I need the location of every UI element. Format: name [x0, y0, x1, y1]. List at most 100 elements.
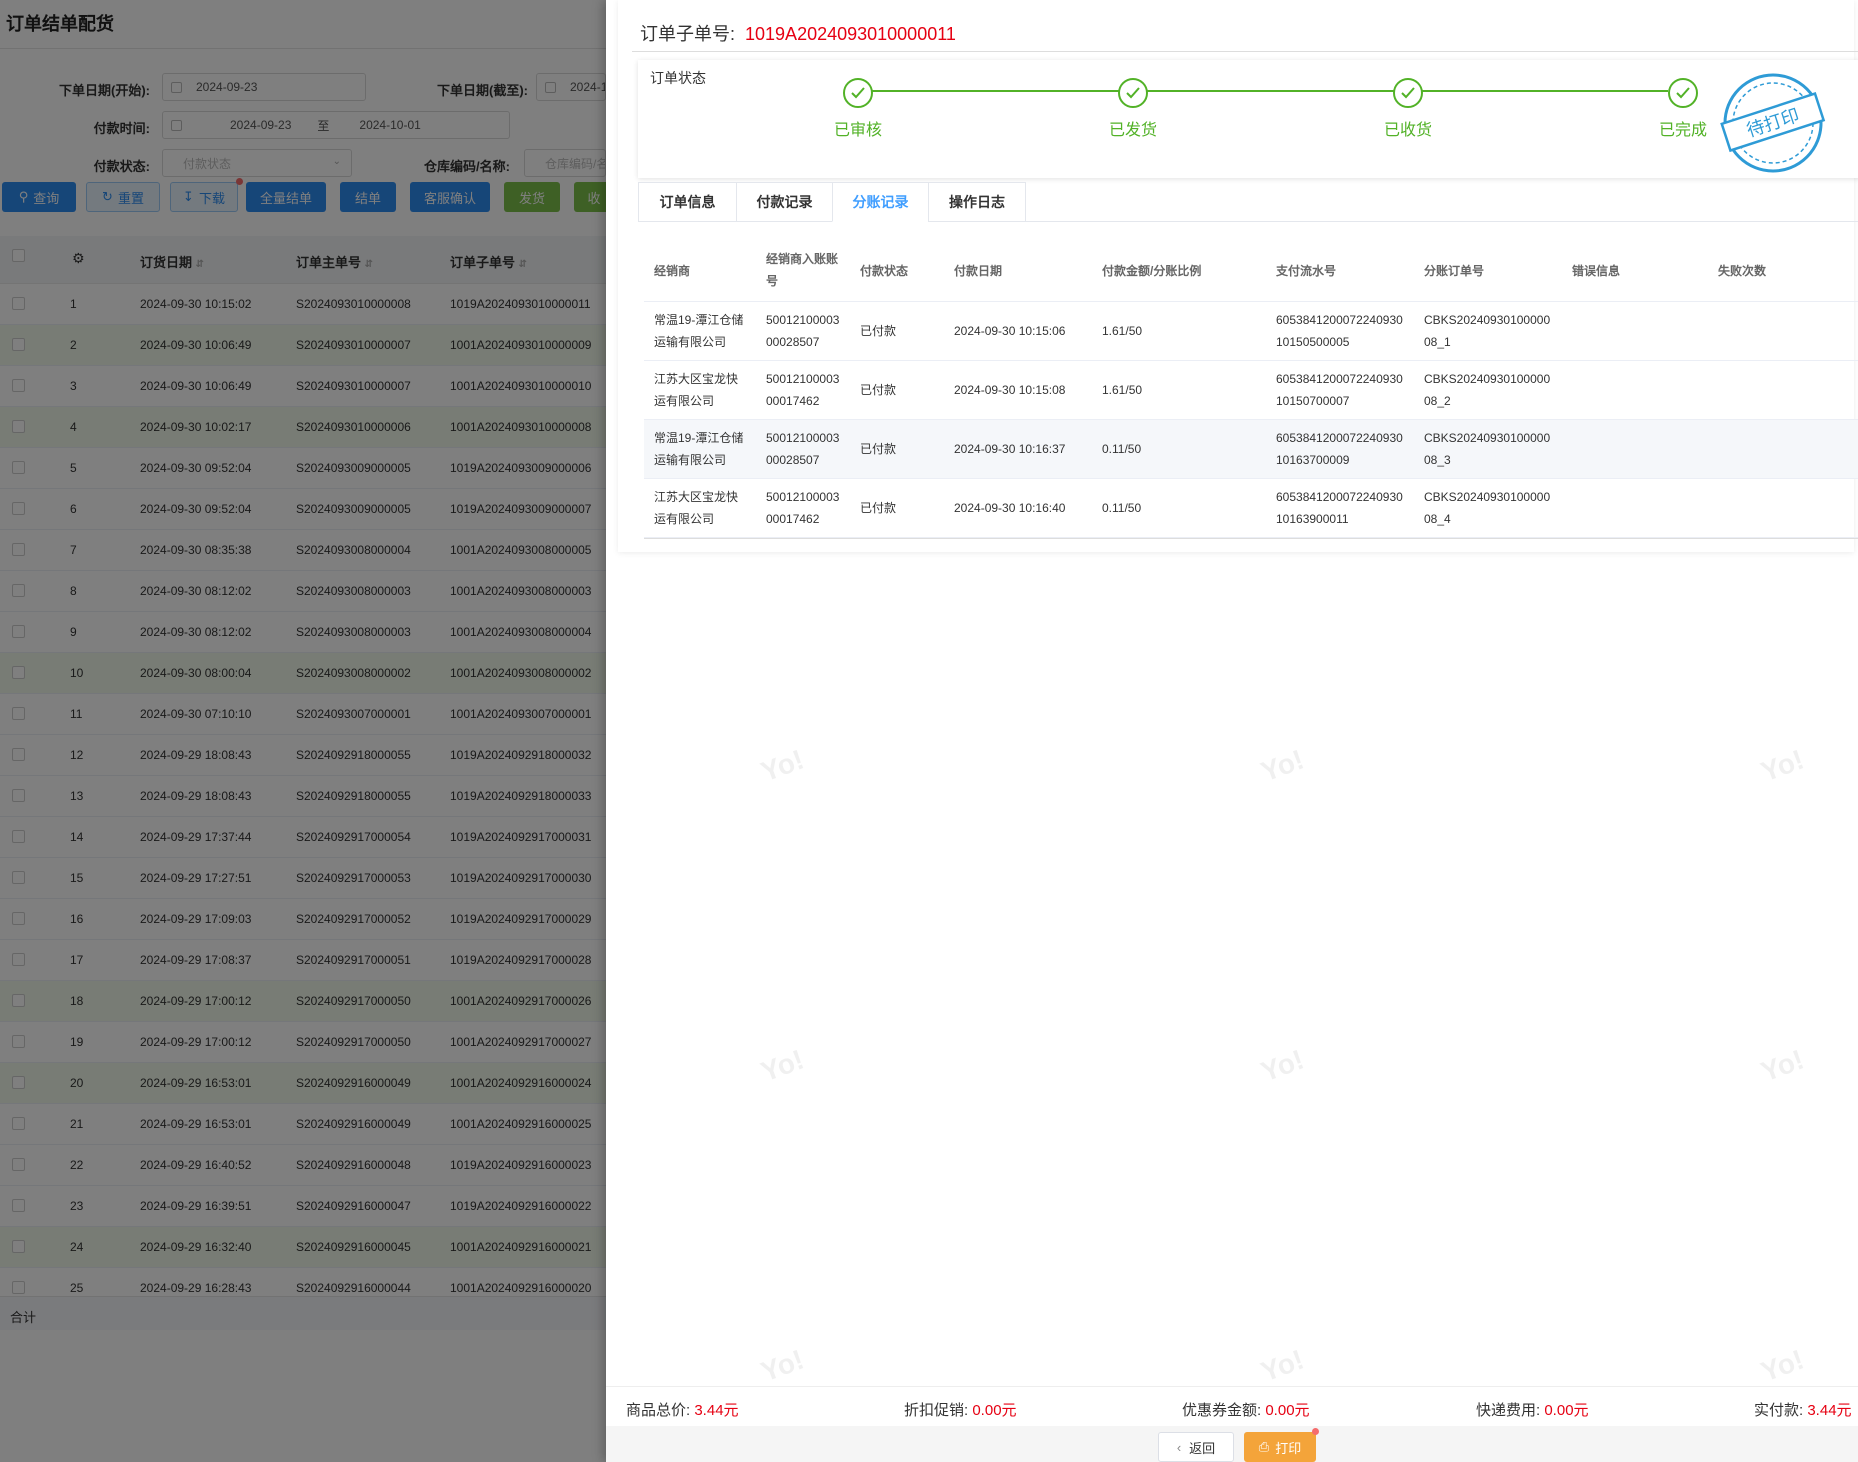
row-account-line1: 50012100003	[766, 431, 840, 445]
row-dealer: 江苏大区宝龙快 运有限公司	[654, 368, 738, 412]
modal-overlay[interactable]	[0, 0, 606, 1462]
row-split-line1: CBKS20240930100000	[1424, 490, 1551, 504]
goods-total-value: 3.44元	[694, 1402, 739, 1419]
col-pay-date: 付款日期	[954, 264, 1003, 278]
col-amount-ratio: 付款金额/分账比例	[1102, 264, 1202, 278]
watermark: Yo!	[1256, 743, 1308, 788]
coupon-value: 0.00元	[1265, 1402, 1310, 1419]
col-dealer: 经销商	[654, 264, 691, 278]
coupon-label: 优惠券金额:	[1182, 1402, 1262, 1419]
row-amount-ratio: 0.11/50	[1102, 501, 1142, 515]
row-dealer-account: 50012100003 00028507	[766, 309, 839, 353]
order-detail-drawer: Yo!Yo!Yo!Yo!Yo!Yo!Yo!Yo!Yo!Yo!Yo!Yo!Yo!Y…	[606, 0, 1858, 1462]
row-split-line2: 08_4	[1424, 512, 1451, 526]
row-pay-status: 已付款	[860, 383, 897, 397]
tab-split-records[interactable]: 分账记录	[832, 182, 928, 222]
col-pay-serial: 支付流水号	[1276, 264, 1337, 278]
print-label: 打印	[1275, 1440, 1302, 1456]
row-amount-ratio: 0.11/50	[1102, 442, 1142, 456]
col-fail-count: 失败次数	[1718, 264, 1767, 278]
table-row: 江苏大区宝龙快 运有限公司 50012100003 00017462 已付款 2024-0…	[644, 479, 1858, 538]
row-split-line1: CBKS20240930100000	[1424, 431, 1551, 445]
row-amount-ratio: 1.61/50	[1102, 383, 1143, 397]
coupon-total: 优惠券金额: 0.00元	[1182, 1399, 1310, 1420]
row-dealer-account: 50012100003 00017462	[766, 368, 839, 412]
detail-tabs: 订单信息 付款记录 分账记录 操作日志	[638, 182, 1858, 222]
back-button[interactable]: ‹ 返回	[1158, 1432, 1234, 1462]
watermark: Yo!	[1256, 1343, 1308, 1388]
watermark: Yo!	[756, 1043, 808, 1088]
table-row: 常温19-潭江仓储 运输有限公司 50012100003 00028507 已付款 202…	[644, 420, 1858, 479]
col-error: 错误信息	[1572, 264, 1621, 278]
table-row: 江苏大区宝龙快 运有限公司 50012100003 00017462 已付款 2024-0…	[644, 361, 1858, 420]
row-serial-line2: 10163900011	[1276, 512, 1349, 526]
tab-payment-records[interactable]: 付款记录	[736, 182, 832, 222]
row-pay-serial: 6053841200072240930 10163900011	[1276, 486, 1403, 530]
row-dealer-account: 50012100003 00028507	[766, 427, 839, 471]
watermark: Yo!	[756, 1343, 808, 1388]
row-split-line2: 08_2	[1424, 394, 1451, 408]
row-pay-status: 已付款	[860, 442, 897, 456]
row-split-line1: CBKS20240930100000	[1424, 372, 1551, 386]
discount-total: 折扣促销: 0.00元	[904, 1399, 1017, 1420]
row-pay-date: 2024-09-30 10:15:08	[954, 383, 1066, 397]
row-account-line2: 00017462	[766, 394, 820, 408]
row-dealer-line2: 运有限公司	[654, 394, 715, 408]
row-pay-status: 已付款	[860, 324, 897, 338]
row-split-line2: 08_1	[1424, 335, 1451, 349]
express-value: 0.00元	[1544, 1402, 1589, 1419]
col-dealer-account-line1: 经销商入账账	[766, 252, 839, 266]
row-dealer: 常温19-潭江仓储 运输有限公司	[654, 427, 743, 471]
row-dealer-line2: 运有限公司	[654, 512, 715, 526]
table-row: 常温19-潭江仓储 运输有限公司 50012100003 00028507 已付款 202…	[644, 302, 1858, 361]
row-split-no: CBKS20240930100000 08_2	[1424, 368, 1550, 412]
step-label: 已审核	[833, 122, 882, 139]
row-dealer: 江苏大区宝龙快 运有限公司	[654, 486, 738, 530]
col-dealer-account: 经销商入账账号	[766, 248, 838, 292]
row-account-line2: 00028507	[766, 453, 820, 467]
back-label: 返回	[1189, 1440, 1216, 1456]
printer-icon: ⎙	[1258, 1439, 1270, 1454]
row-account-line1: 50012100003	[766, 313, 840, 327]
row-split-no: CBKS20240930100000 08_1	[1424, 309, 1550, 353]
step-label: 已收货	[1383, 122, 1432, 139]
split-records-table: 经销商 经销商入账账号 付款状态 付款日期 付款金额/分账比例 支付流水号 分账…	[644, 240, 1858, 539]
col-dealer-account-line2: 号	[766, 274, 779, 288]
tab-operation-log[interactable]: 操作日志	[928, 182, 1026, 222]
table-bottom-border	[644, 538, 1858, 539]
row-pay-status: 已付款	[860, 501, 897, 515]
row-pay-serial: 6053841200072240930 10150700007	[1276, 368, 1403, 412]
row-pay-date: 2024-09-30 10:16:40	[954, 501, 1066, 515]
row-split-no: CBKS20240930100000 08_3	[1424, 427, 1550, 471]
tab-order-info[interactable]: 订单信息	[638, 182, 736, 222]
check-icon	[843, 78, 873, 108]
watermark: Yo!	[1756, 1043, 1808, 1088]
col-pay-status: 付款状态	[860, 264, 909, 278]
row-account-line1: 50012100003	[766, 372, 840, 386]
discount-label: 折扣促销:	[904, 1402, 969, 1419]
row-serial-line2: 10150500005	[1276, 335, 1350, 349]
watermark: Yo!	[1756, 743, 1808, 788]
row-split-line2: 08_3	[1424, 453, 1451, 467]
row-pay-serial: 6053841200072240930 10150500005	[1276, 309, 1403, 353]
step-received: 已收货	[1368, 78, 1448, 140]
order-status-card: 订单状态 已审核 已发货 已收货 已完成	[638, 60, 1858, 178]
progress-line	[848, 90, 1668, 92]
print-button[interactable]: ⎙ 打印	[1244, 1432, 1316, 1462]
row-split-line1: CBKS20240930100000	[1424, 313, 1551, 327]
row-dealer-line1: 常温19-潭江仓储	[654, 313, 744, 327]
row-serial-line1: 6053841200072240930	[1276, 431, 1403, 445]
heading-divider	[632, 51, 1858, 52]
row-split-no: CBKS20240930100000 08_4	[1424, 486, 1550, 530]
row-dealer-line2: 运输有限公司	[654, 335, 727, 349]
watermark: Yo!	[1756, 1343, 1808, 1388]
row-pay-serial: 6053841200072240930 10163700009	[1276, 427, 1403, 471]
row-serial-line2: 10150700007	[1276, 394, 1350, 408]
row-pay-date: 2024-09-30 10:15:06	[954, 324, 1066, 338]
step-approved: 已审核	[818, 78, 898, 140]
row-amount-ratio: 1.61/50	[1102, 324, 1143, 338]
row-pay-date: 2024-09-30 10:16:37	[954, 442, 1066, 456]
row-dealer: 常温19-潭江仓储 运输有限公司	[654, 309, 743, 353]
chevron-left-icon: ‹	[1176, 1439, 1182, 1455]
